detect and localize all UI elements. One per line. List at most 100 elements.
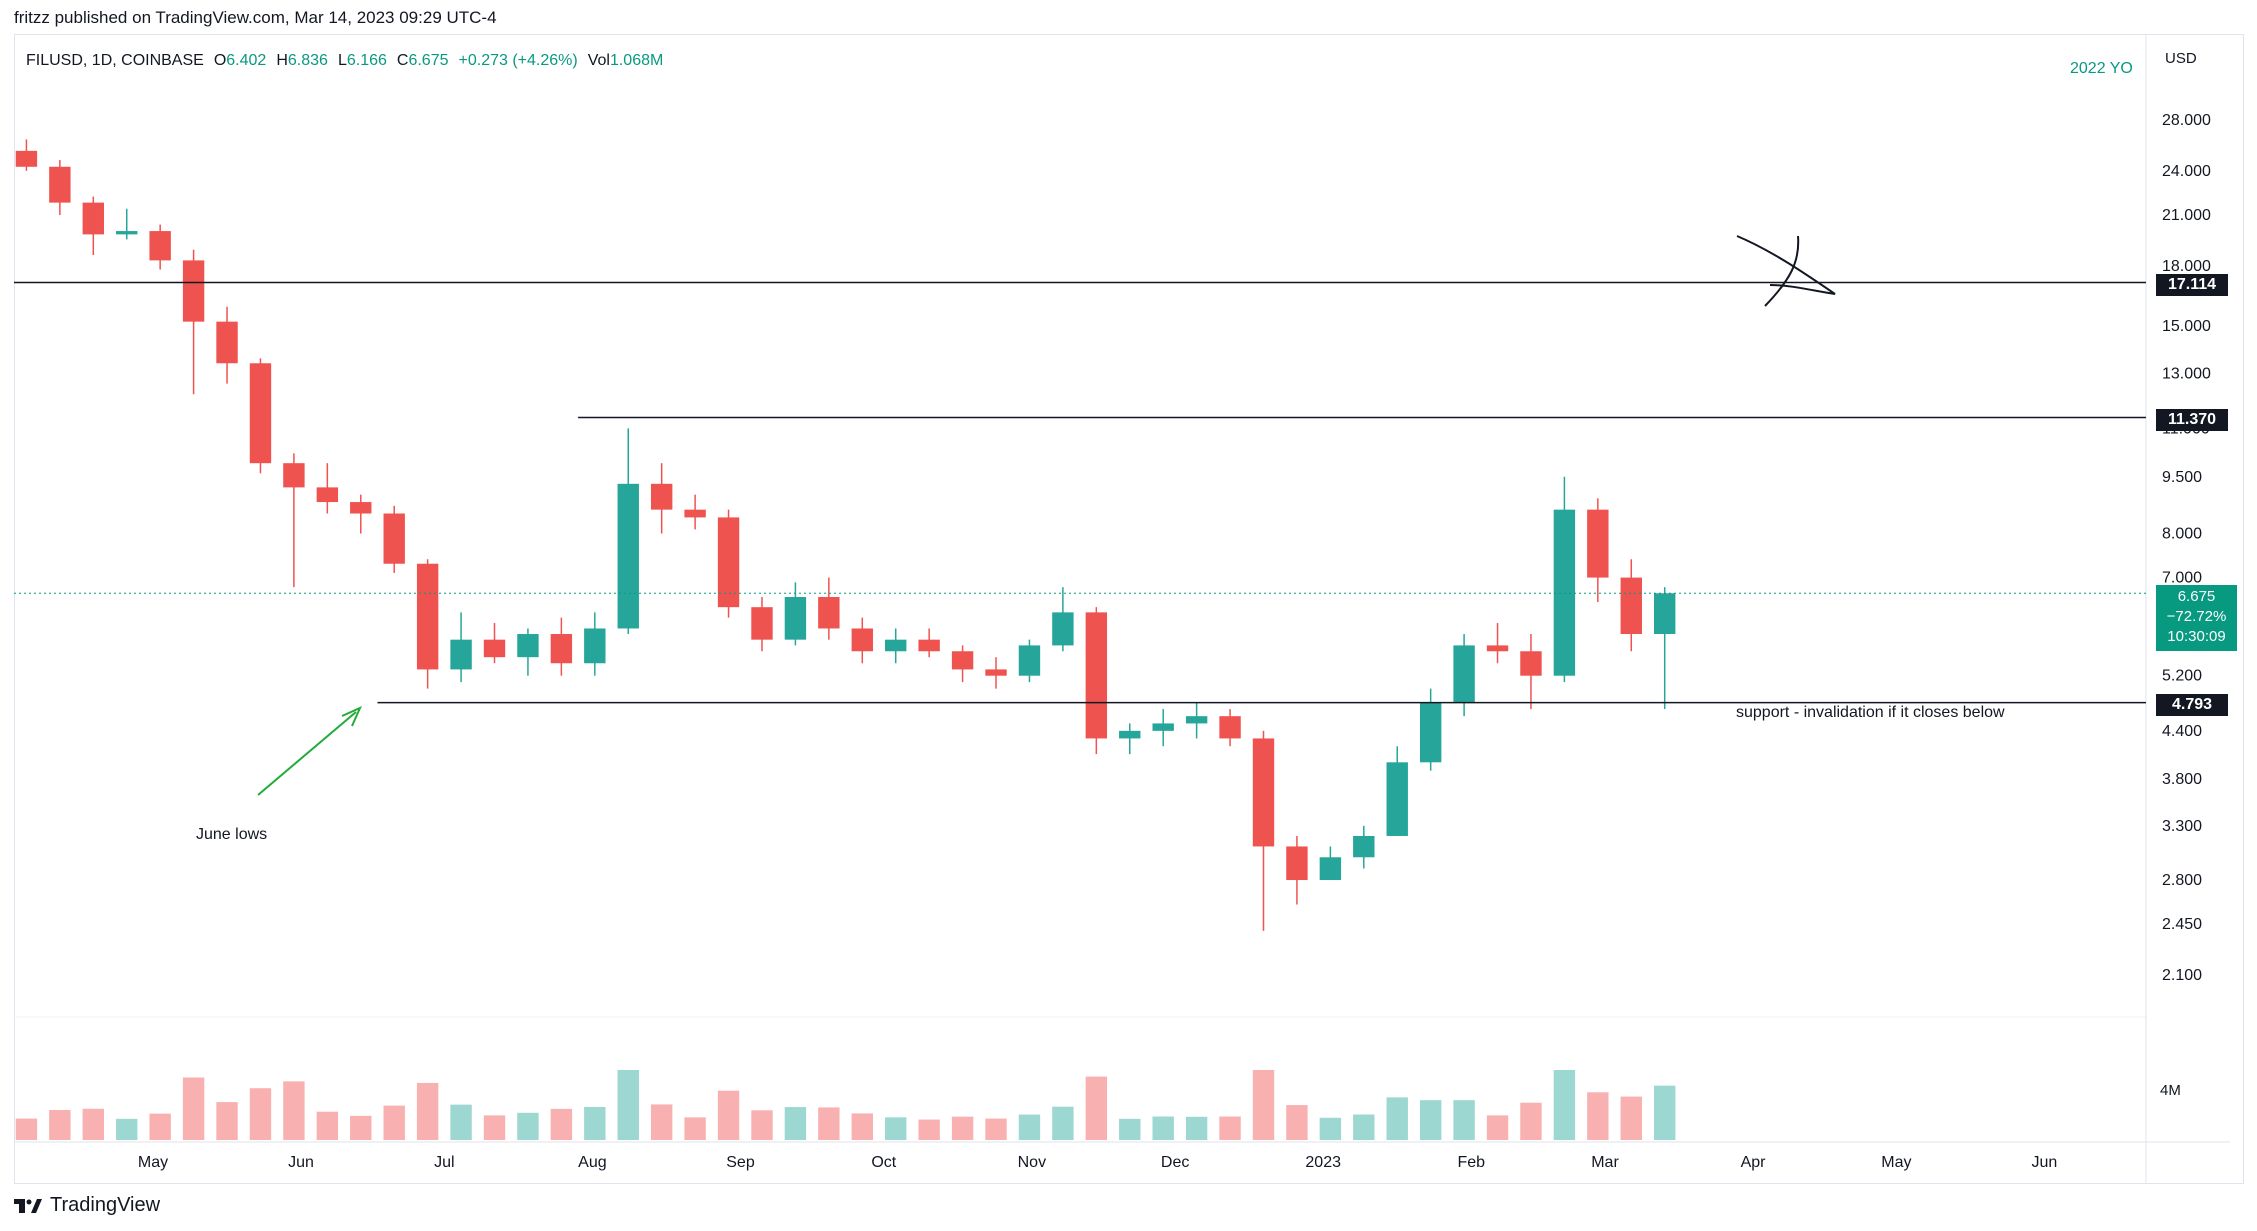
volume-bar-12 bbox=[416, 1082, 439, 1140]
candle-body-7 bbox=[249, 363, 272, 464]
price-tick-7: 9.500 bbox=[2162, 469, 2202, 486]
candle-body-17 bbox=[584, 628, 606, 664]
volume-bar-45 bbox=[1520, 1102, 1542, 1140]
volume-bar-43 bbox=[1453, 1100, 1475, 1140]
time-tick-2: Jun bbox=[288, 1154, 314, 1171]
volume-bar-5 bbox=[182, 1077, 205, 1140]
candle-body-30 bbox=[1018, 645, 1041, 676]
volume-pane bbox=[15, 1070, 1676, 1140]
time-tick-11: Mar bbox=[1591, 1154, 1619, 1171]
candle-body-29 bbox=[985, 669, 1007, 676]
volume-bar-4 bbox=[149, 1113, 171, 1140]
support-note[interactable]: support - invalidation if it closes belo… bbox=[1736, 704, 2005, 721]
volume-bar-2 bbox=[82, 1108, 104, 1140]
volume-bar-17 bbox=[584, 1106, 606, 1140]
price-tick-3: 18.000 bbox=[2162, 258, 2211, 275]
candle-body-3 bbox=[116, 231, 138, 235]
time-tick-4: Aug bbox=[578, 1154, 606, 1171]
candle-body-18 bbox=[617, 483, 639, 629]
volume-tick: 4M bbox=[2160, 1082, 2181, 1099]
price-tick-11: 4.400 bbox=[2162, 723, 2202, 740]
tradingview-brand: TradingView bbox=[50, 1194, 161, 1216]
volume-bar-0 bbox=[15, 1118, 38, 1140]
june-lows-arrowhead bbox=[341, 706, 362, 727]
time-tick-9: 2023 bbox=[1305, 1154, 1341, 1171]
legend-change: +0.273 (+4.26%) bbox=[458, 52, 578, 69]
time-tick-5: Sep bbox=[726, 1154, 755, 1171]
currency-label[interactable]: USD bbox=[2165, 50, 2197, 67]
volume-bar-25 bbox=[851, 1113, 873, 1140]
legend-close: 6.675 bbox=[408, 52, 449, 69]
published-info: fritzz published on TradingView.com, Mar… bbox=[14, 8, 497, 27]
bar-countdown: 10:30:09 bbox=[2167, 628, 2226, 645]
volume-bar-48 bbox=[1620, 1096, 1642, 1140]
candle-body-40 bbox=[1353, 835, 1375, 858]
volume-bar-19 bbox=[650, 1104, 673, 1140]
candle-body-33 bbox=[1119, 730, 1141, 739]
candle-body-45 bbox=[1520, 651, 1542, 676]
volume-bar-42 bbox=[1419, 1100, 1442, 1140]
candle-body-41 bbox=[1386, 762, 1408, 836]
price-tick-1: 24.000 bbox=[2162, 163, 2211, 180]
volume-bar-8 bbox=[283, 1081, 305, 1140]
volume-bar-37 bbox=[1252, 1070, 1275, 1140]
candle-body-21 bbox=[717, 517, 740, 608]
volume-bar-35 bbox=[1185, 1116, 1208, 1140]
candle-body-47 bbox=[1587, 509, 1609, 578]
price-tick-10: 5.200 bbox=[2162, 668, 2202, 685]
year-open-label: 2022 YO bbox=[2070, 60, 2133, 77]
last-price-change: −72.72% bbox=[2166, 608, 2227, 625]
time-tick-13: May bbox=[1881, 1154, 1911, 1171]
candle-body-31 bbox=[1052, 612, 1074, 646]
candle-body-15 bbox=[517, 634, 539, 658]
candle-body-49 bbox=[1654, 593, 1676, 635]
candle-body-34 bbox=[1152, 723, 1174, 731]
candle-body-25 bbox=[851, 628, 873, 652]
volume-bar-47 bbox=[1587, 1092, 1609, 1140]
drawings bbox=[257, 235, 1836, 796]
candle-body-26 bbox=[885, 639, 907, 652]
price-tick-16: 2.100 bbox=[2162, 967, 2202, 984]
horizontal-levels bbox=[14, 281, 2146, 704]
time-tick-14: Jun bbox=[2032, 1154, 2058, 1171]
june-lows-note[interactable]: June lows bbox=[196, 826, 268, 843]
time-tick-12: Apr bbox=[1741, 1154, 1767, 1171]
volume-bar-13 bbox=[450, 1104, 472, 1140]
candle-body-14 bbox=[483, 639, 506, 658]
candle-body-44 bbox=[1486, 645, 1509, 652]
volume-bar-34 bbox=[1152, 1116, 1174, 1140]
volume-bar-18 bbox=[617, 1070, 639, 1140]
candle-body-42 bbox=[1419, 702, 1442, 763]
volume-bar-7 bbox=[249, 1088, 272, 1140]
volume-bar-40 bbox=[1353, 1114, 1375, 1140]
candle-body-32 bbox=[1085, 612, 1108, 739]
level-badge-17114: 17.114 bbox=[2156, 274, 2228, 296]
candle-body-16 bbox=[550, 634, 573, 664]
legend-low: 6.166 bbox=[346, 52, 387, 69]
candle-body-37 bbox=[1252, 738, 1275, 847]
volume-bar-14 bbox=[483, 1115, 506, 1140]
candle-body-19 bbox=[650, 483, 673, 510]
tradingview-logo[interactable]: TradingView bbox=[14, 1194, 160, 1217]
volume-bar-24 bbox=[818, 1107, 840, 1140]
candle-body-35 bbox=[1185, 716, 1208, 724]
price-tick-8: 8.000 bbox=[2162, 526, 2202, 543]
candle-body-4 bbox=[149, 231, 171, 261]
legend-symbol: FILUSD, 1D, COINBASE bbox=[26, 52, 204, 69]
time-tick-1: May bbox=[138, 1154, 168, 1171]
volume-bar-39 bbox=[1319, 1117, 1342, 1140]
candle-body-12 bbox=[416, 563, 439, 670]
candle-body-8 bbox=[283, 463, 305, 488]
volume-bar-22 bbox=[751, 1110, 773, 1140]
candle-body-13 bbox=[450, 639, 472, 670]
candle-body-1 bbox=[49, 166, 71, 203]
volume-bar-16 bbox=[550, 1108, 573, 1140]
candle-body-2 bbox=[82, 202, 104, 235]
candle-body-22 bbox=[751, 607, 773, 640]
volume-bar-20 bbox=[684, 1117, 706, 1140]
legend-h-label: H bbox=[276, 52, 288, 69]
candle-body-24 bbox=[818, 597, 840, 629]
legend-open: 6.402 bbox=[226, 52, 267, 69]
candle-body-20 bbox=[684, 509, 706, 518]
